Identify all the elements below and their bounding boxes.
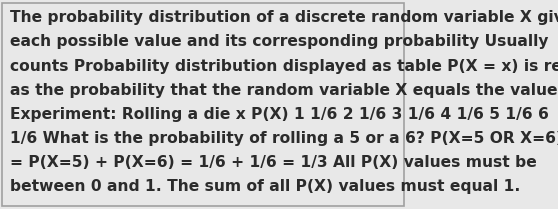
Text: = P(X=5) + P(X=6) = 1/6 + 1/6 = 1/3 All P(X) values must be: = P(X=5) + P(X=6) = 1/6 + 1/6 = 1/3 All … bbox=[10, 155, 537, 170]
Text: The probability distribution of a discrete random variable X gives: The probability distribution of a discre… bbox=[10, 10, 558, 25]
Text: 1/6 What is the probability of rolling a 5 or a 6? P(X=5 OR X=6): 1/6 What is the probability of rolling a… bbox=[10, 131, 558, 146]
FancyBboxPatch shape bbox=[2, 3, 403, 206]
Text: counts Probability distribution displayed as table P(X = x) is read: counts Probability distribution displaye… bbox=[10, 59, 558, 74]
Text: each possible value and its corresponding probability Usually: each possible value and its correspondin… bbox=[10, 34, 549, 50]
Text: between 0 and 1. The sum of all P(X) values must equal 1.: between 0 and 1. The sum of all P(X) val… bbox=[10, 179, 521, 194]
Text: Experiment: Rolling a die x P(X) 1 1/6 2 1/6 3 1/6 4 1/6 5 1/6 6: Experiment: Rolling a die x P(X) 1 1/6 2… bbox=[10, 107, 549, 122]
Text: as the probability that the random variable X equals the value x.: as the probability that the random varia… bbox=[10, 83, 558, 98]
